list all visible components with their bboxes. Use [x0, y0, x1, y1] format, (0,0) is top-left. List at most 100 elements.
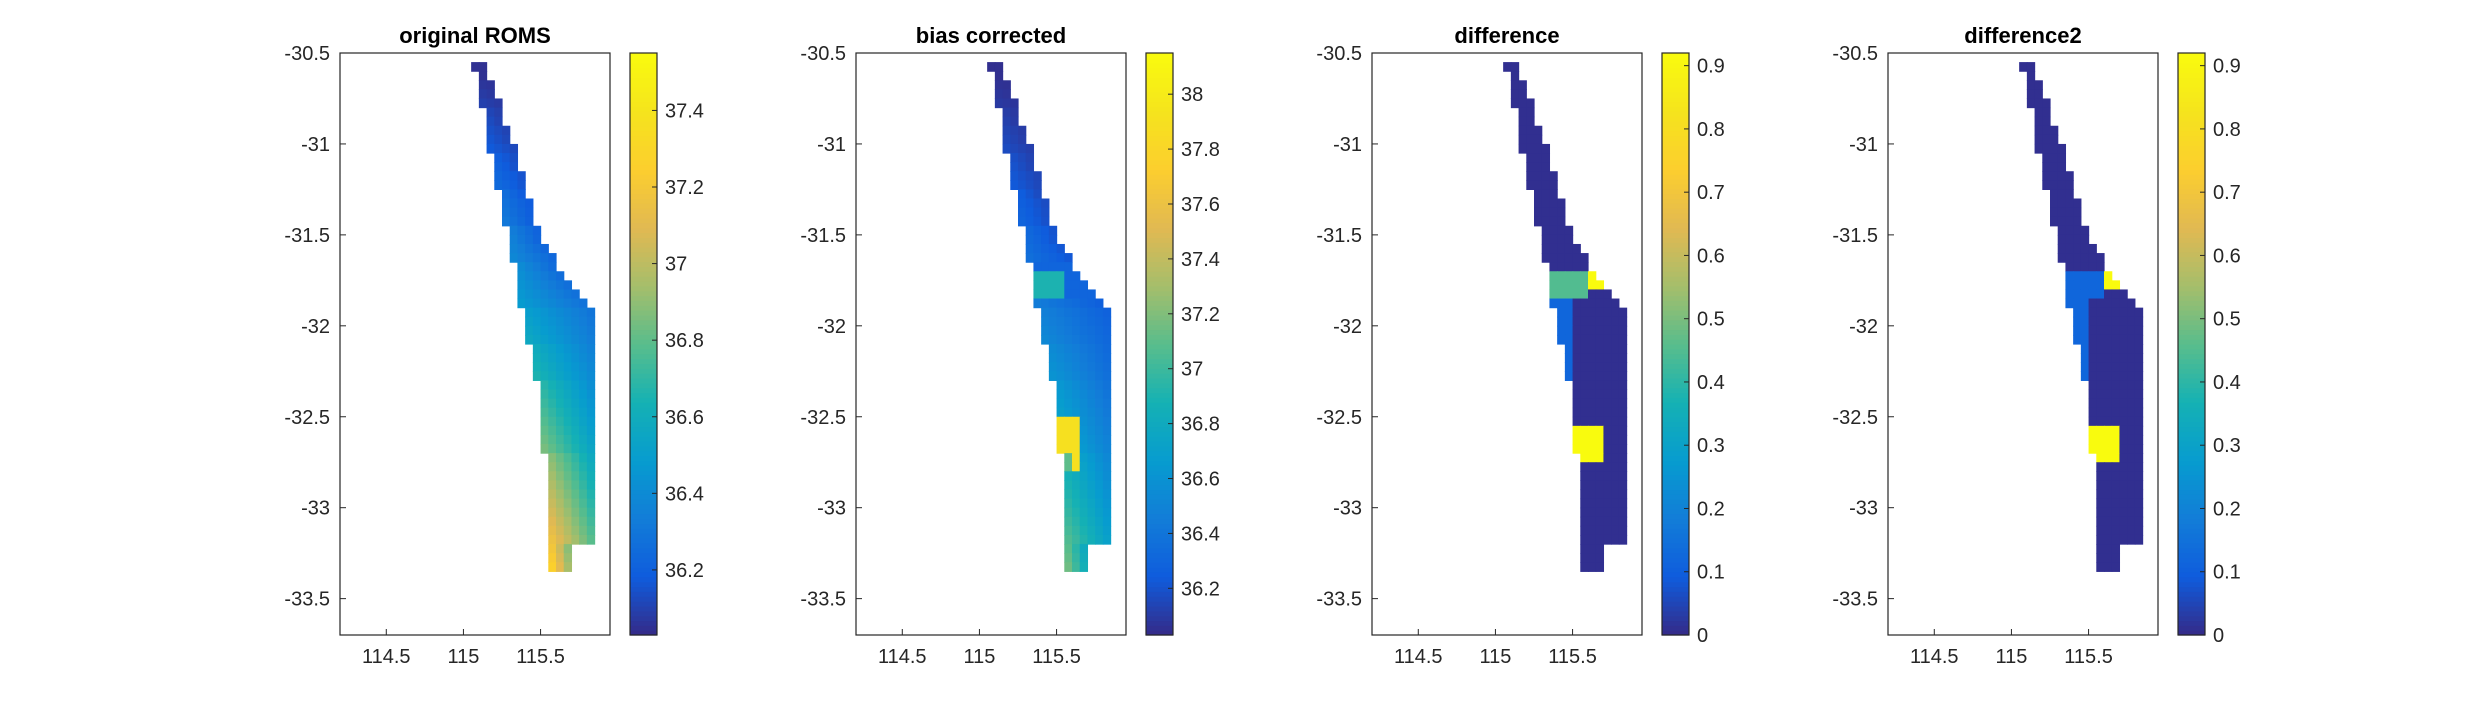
colorbar-band: [1146, 135, 1173, 141]
heatmap-cell: [1611, 498, 1620, 509]
colorbar-band: [1662, 494, 1689, 500]
heatmap-cell: [1033, 253, 1042, 263]
axes-box: [1887, 52, 2159, 636]
heatmap-cell: [2050, 162, 2059, 172]
heatmap-cell: [586, 307, 596, 318]
heatmap-cell: [2134, 489, 2144, 500]
heatmap-cell: [1079, 298, 1089, 309]
heatmap-cell: [486, 107, 495, 118]
colorbar-band: [1662, 198, 1689, 204]
heatmap-cell: [1079, 334, 1089, 345]
colorbar-band: [2178, 630, 2205, 636]
heatmap-cell: [2127, 307, 2136, 318]
heatmap-cell: [1048, 280, 1058, 291]
heatmap-cell: [1025, 243, 1035, 254]
colorbar-band: [2178, 610, 2205, 617]
colorbar-band: [630, 499, 657, 505]
heatmap-cell: [1595, 462, 1605, 472]
heatmap-cell: [1557, 289, 1566, 300]
colorbar-band: [2178, 280, 2205, 287]
heatmap-cell: [1580, 434, 1589, 445]
heatmap-cell: [556, 416, 565, 427]
heatmap-cell: [1072, 444, 1081, 454]
colorbar-band: [630, 188, 657, 195]
heatmap-cell: [2096, 380, 2105, 391]
heatmap-cell: [1102, 453, 1112, 463]
heatmap-cell: [2111, 289, 2121, 300]
heatmap-cell: [556, 453, 565, 463]
colorbar-tick-label: 0.9: [1697, 56, 1725, 78]
colorbar-tick-label: 37.4: [665, 100, 704, 122]
heatmap-cell: [2104, 280, 2113, 291]
heatmap-cell: [2034, 134, 2043, 145]
colorbar-band: [630, 140, 657, 146]
heatmap-cell: [1572, 344, 1581, 354]
heatmap-cell: [556, 380, 565, 391]
colorbar-band: [630, 290, 657, 297]
colorbar-band: [630, 557, 657, 563]
heatmap-cell: [556, 534, 565, 545]
colorbar-band: [1146, 193, 1173, 200]
heatmap-cell: [563, 489, 573, 500]
heatmap-cell: [1025, 162, 1035, 172]
heatmap-cell: [1595, 507, 1605, 518]
heatmap-cell: [1018, 207, 1027, 218]
heatmap-cell: [2088, 307, 2097, 318]
heatmap-cell: [2096, 262, 2105, 272]
heatmap-cell: [1056, 371, 1065, 381]
colorbar-band: [1146, 169, 1173, 175]
heatmap-cell: [1079, 353, 1089, 363]
heatmap-cell: [563, 380, 573, 391]
heatmap-cell: [1056, 380, 1065, 391]
colorbar-band: [2178, 222, 2205, 229]
heatmap-cell: [2119, 480, 2128, 491]
heatmap-cell: [1611, 325, 1620, 336]
heatmap-cell: [1072, 280, 1081, 291]
heatmap-cell: [1549, 289, 1558, 300]
heatmap-cell: [540, 316, 549, 327]
heatmap-cell: [1603, 380, 1612, 391]
heatmap-cell: [1072, 553, 1081, 563]
heatmap-cell: [1557, 271, 1566, 281]
heatmap-cell: [494, 116, 503, 127]
colorbar-band: [2178, 140, 2205, 146]
heatmap-cell: [2119, 380, 2128, 391]
colorbar-band: [1146, 72, 1173, 78]
colorbar-band: [1662, 251, 1689, 258]
colorbar-band: [2178, 174, 2205, 180]
colorbar-band: [630, 174, 657, 180]
colorbar-band: [630, 513, 657, 520]
colorbar-band: [1146, 310, 1173, 316]
colorbar-band: [1662, 615, 1689, 622]
heatmap-cell: [532, 325, 542, 336]
colorbar-band: [630, 334, 657, 340]
heatmap-cell: [1611, 416, 1620, 427]
colorbar-band: [1146, 484, 1173, 491]
colorbar-band: [630, 474, 657, 481]
y-tick-label: -32.5: [1832, 407, 1878, 429]
heatmap-cell: [1588, 353, 1597, 363]
heatmap-cell: [1611, 507, 1620, 518]
heatmap-cell: [532, 234, 542, 245]
heatmap-cell: [1033, 171, 1042, 181]
heatmap-cell: [2050, 125, 2059, 136]
colorbar-band: [630, 208, 657, 214]
heatmap-cell: [1549, 280, 1558, 291]
colorbar-band: [1662, 441, 1689, 447]
heatmap-cell: [517, 289, 526, 300]
heatmap-cell: [1549, 262, 1558, 272]
colorbar-band: [2178, 62, 2205, 69]
heatmap-cell: [556, 544, 565, 554]
heatmap-cell: [532, 371, 542, 381]
heatmap-cell: [556, 489, 565, 500]
colorbar-band: [630, 450, 657, 457]
heatmap-cell: [1564, 262, 1574, 272]
heatmap-cell: [1564, 234, 1574, 245]
heatmap-cell: [1018, 125, 1027, 136]
heatmap-cell: [548, 325, 557, 336]
heatmap-cell: [2104, 553, 2113, 563]
colorbar-band: [1662, 111, 1689, 117]
heatmap-cell: [586, 362, 596, 372]
heatmap-cell: [1557, 216, 1566, 227]
heatmap-cell: [571, 434, 580, 445]
